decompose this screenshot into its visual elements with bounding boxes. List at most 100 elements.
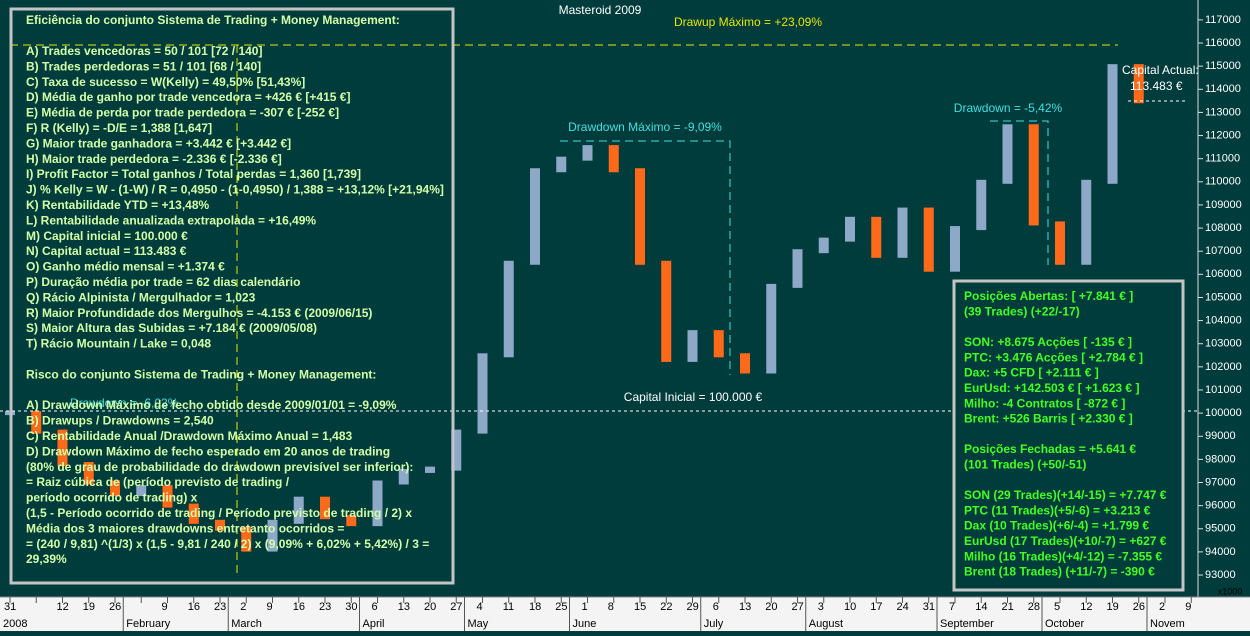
x-tick-label: 23: [214, 601, 226, 613]
y-tick-label: 95000: [1205, 523, 1236, 535]
month-label: 2008: [3, 618, 27, 630]
y-tick-label: 113000: [1205, 106, 1241, 118]
equity-bar: [582, 145, 593, 161]
equity-bar: [110, 480, 120, 497]
x-tick-label: 28: [1028, 601, 1040, 613]
x-tick-label: 1: [582, 601, 588, 613]
panel-line: (1,5 - Período ocorrido de trading / Per…: [26, 506, 412, 520]
y-tick-label: 93000: [1205, 569, 1236, 581]
x-tick-label: 16: [293, 601, 305, 613]
panel-line: C) Rentabilidade Anual /Drawdown Máximo …: [26, 429, 353, 443]
y-tick-label: 94000: [1205, 546, 1236, 558]
equity-bar: [1055, 221, 1065, 265]
month-label: July: [704, 618, 724, 630]
y-tick-label: 97000: [1205, 476, 1236, 488]
x-tick-label: 7: [949, 601, 955, 613]
y-tick-label: 98000: [1205, 453, 1236, 465]
drawdown-max-line: [560, 140, 731, 375]
panel-line: A) Trades vencedoras = 50 / 101 [72 / 14…: [26, 44, 262, 58]
x-tick-label: 26: [1133, 601, 1145, 613]
y-tick-label: 102000: [1205, 361, 1242, 373]
x-tick-label: 6: [713, 601, 719, 613]
month-label: September: [940, 618, 994, 630]
x-tick-label: 23: [319, 601, 331, 613]
equity-bar: [83, 461, 94, 485]
panel-line: D) Drawdown Máximo de fecho esperado em …: [26, 444, 390, 458]
panel-line: Q) Rácio Alpinista / Mergulhador = 1,023: [26, 290, 256, 304]
x-tick-label: 24: [897, 601, 909, 613]
panel-line: E) Média de perda por trade perdedora = …: [26, 106, 339, 120]
panel-line: Milho: -4 Contratos [ -872 € ]: [964, 396, 1125, 410]
initial-capital-label: Capital Inicial = 100.000 €: [624, 390, 763, 404]
x-tick-label: 27: [450, 601, 462, 613]
month-label: June: [573, 618, 597, 630]
panel-line: B) Trades perdedoras = 51 / 101 [68 / 14…: [26, 59, 261, 73]
chart-title: Masteroid 2009: [559, 3, 642, 17]
y-tick-label: 117000: [1205, 14, 1241, 26]
panel-line: R) Maior Profundidade dos Mergulhos = -4…: [26, 306, 372, 320]
x-tick-label: 13: [739, 601, 751, 613]
panel-line: SON (29 Trades)(+14/-15) = +7.747 €: [964, 488, 1167, 502]
panel-line: Brent: +526 Barris [ +2.330 € ]: [964, 412, 1133, 426]
equity-bar: [976, 179, 987, 231]
equity-bar: [556, 156, 567, 173]
panel-line: I) Profit Factor = Total ganhos / Total …: [26, 167, 361, 181]
month-label: February: [126, 618, 171, 630]
panel-line: J) % Kelly = W - (1-W) / R = 0,4950 - (1…: [26, 183, 444, 197]
equity-bar: [136, 485, 147, 497]
panel-line: (80% de grau de probabilidade do drawdow…: [26, 460, 413, 474]
equity-bar: [608, 145, 619, 173]
equity-bar: [818, 237, 829, 254]
equity-bar: [425, 466, 435, 473]
y-tick-label: 110000: [1205, 176, 1241, 188]
y-tick-label: 114000: [1205, 83, 1241, 95]
x-tick-label: 18: [529, 601, 541, 613]
x-tick-label: 25: [555, 601, 567, 613]
x-tick-label: 31: [4, 601, 16, 613]
x-tick-label: 21: [1002, 601, 1014, 613]
equity-bar: [766, 283, 777, 374]
y-tick-label: 105000: [1205, 291, 1242, 303]
equity-bar: [346, 515, 357, 527]
y-tick-label: 104000: [1205, 314, 1242, 326]
x-tick-label: 6: [372, 601, 378, 613]
equity-bar: [950, 226, 960, 272]
y-tick-label: 103000: [1205, 338, 1242, 350]
y-tick-label: 116000: [1205, 37, 1241, 49]
panel-line: 29,39%: [26, 552, 67, 566]
equity-bar: [740, 353, 750, 374]
x-tick-label: 20: [424, 601, 436, 613]
x-tick-label: 9: [162, 601, 168, 613]
y-tick-label: 112000: [1205, 129, 1241, 141]
panel-line: C) Taxa de sucesso = W(Kelly) = 49,50% […: [26, 75, 305, 89]
x-tick-label: 9: [1185, 601, 1191, 613]
panel-line: N) Capital actual = 113.483 €: [26, 244, 187, 258]
x-tick-label: 19: [1107, 601, 1119, 613]
equity-bar: [451, 429, 462, 471]
panel-line: Média dos 3 maiores drawdowns entretanto…: [26, 521, 344, 535]
panel-line: período ocorrido de trading) x: [26, 491, 198, 505]
panel-line: D) Média de ganho por trade vencedora = …: [26, 90, 350, 104]
equity-bar: [713, 330, 724, 358]
x-tick-label: 5: [1054, 601, 1060, 613]
panel-line: Dax (10 Trades)(+6/-4) = +1.799 €: [964, 519, 1149, 533]
text-panel: Posições Abertas: [ +7.841 € ](39 Trades…: [964, 289, 1167, 578]
panel-line: B) Drawups / Drawdowns = 2,540: [26, 414, 214, 428]
right-panel-box: [952, 279, 1185, 592]
panel-line: M) Capital inicial = 100.000 €: [26, 229, 188, 243]
y-tick-label: 96000: [1205, 500, 1236, 512]
month-label: October: [1045, 618, 1084, 630]
month-label: Novem: [1150, 618, 1185, 630]
panel-line: PTC (11 Trades)(+5/-6) = +3.213 €: [964, 503, 1151, 517]
x-tick-label: 30: [345, 601, 357, 613]
panel-line: Posições Abertas: [ +7.841 € ]: [964, 289, 1133, 303]
equity-bar: [372, 480, 383, 527]
month-label: April: [363, 618, 385, 630]
x-tick-label: 4: [477, 601, 483, 613]
equity-bar: [871, 216, 882, 258]
equity-bar: [897, 207, 908, 258]
equity-bar: [477, 353, 488, 434]
panel-line: = (240 / 9,81) ^(1/3) x (1,5 - 9,81 / 24…: [26, 537, 429, 551]
x-tick-label: 8: [608, 601, 614, 613]
panel-line: S) Maior Altura das Subidas = +7.184 € (…: [26, 321, 317, 335]
